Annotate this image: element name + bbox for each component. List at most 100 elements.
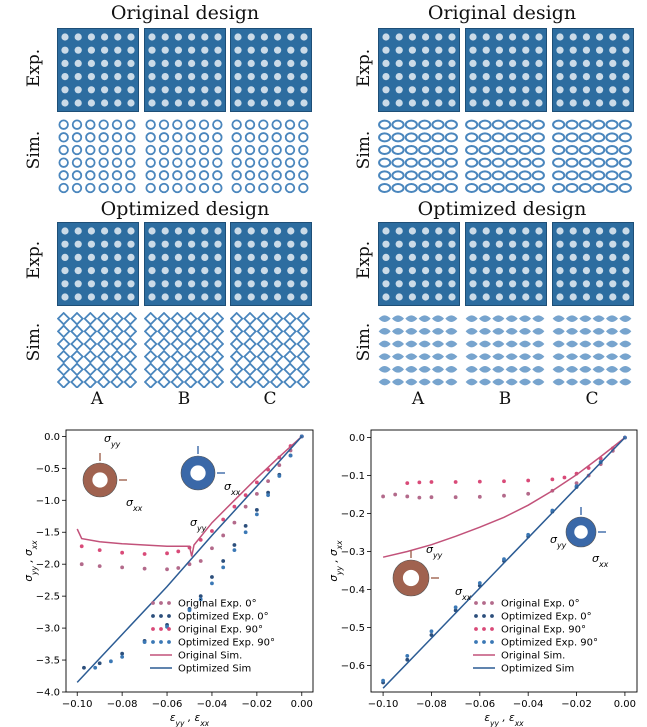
data-point xyxy=(429,495,434,500)
data-point xyxy=(221,517,226,522)
x-tick-label: −0.06 xyxy=(464,699,495,710)
series-line xyxy=(76,435,303,557)
data-point xyxy=(254,507,259,512)
plot-frame xyxy=(65,429,314,693)
stress-annotation: σxx xyxy=(224,480,241,497)
right-sim-orig-a xyxy=(378,119,458,193)
left-exp-label: Exp. xyxy=(24,48,44,88)
series-original-exp-90 xyxy=(79,434,304,556)
unit-cell-hole xyxy=(574,525,588,539)
data-point xyxy=(120,565,125,570)
legend-swatch xyxy=(167,614,171,618)
x-tick-label: 0.00 xyxy=(291,699,313,710)
data-point xyxy=(574,481,579,486)
legend: Original Exp. 0° Optimized Exp. 0° Origina… xyxy=(150,599,275,675)
right-photo-orig-a xyxy=(378,28,460,112)
y-tick-label: −1.0 xyxy=(36,496,60,507)
data-point xyxy=(210,529,214,533)
unit-cell-hole xyxy=(92,472,108,488)
right-sim-label-2: Sim. xyxy=(354,322,374,362)
y-tick-label: −0.4 xyxy=(341,585,365,596)
right-sim-label: Sim. xyxy=(354,130,374,170)
y-tick-label: −1.5 xyxy=(36,528,60,539)
data-point xyxy=(243,504,248,509)
data-point xyxy=(562,475,567,480)
data-point xyxy=(254,512,259,517)
y-tick-label: −2.0 xyxy=(36,560,60,571)
left-photo-opt-a xyxy=(57,222,139,306)
legend-swatch xyxy=(167,627,171,631)
photo-pattern xyxy=(556,33,630,107)
photo-pattern xyxy=(148,33,222,107)
data-point xyxy=(381,494,385,499)
data-point xyxy=(393,492,398,497)
legend-swatch xyxy=(490,627,494,631)
data-point xyxy=(221,559,226,563)
y-tick-label: −3.0 xyxy=(36,624,60,635)
data-point xyxy=(79,562,84,567)
series-original-exp-90 xyxy=(405,435,627,486)
stress-annotation: σxx xyxy=(455,585,472,602)
data-point xyxy=(232,543,237,547)
right-photo-opt-c xyxy=(552,222,634,306)
photo-pattern xyxy=(61,227,135,301)
data-point xyxy=(477,479,482,484)
data-point xyxy=(526,532,531,537)
right-col-c: C xyxy=(585,389,599,409)
legend-swatch xyxy=(482,640,486,644)
data-point xyxy=(232,520,237,525)
legend-label: Optimized Sim xyxy=(178,664,251,675)
legend-label: Original Exp. 90° xyxy=(178,625,263,636)
left-exp-label-2: Exp. xyxy=(24,240,44,280)
y-tick-label: −0.1 xyxy=(341,471,365,482)
data-point xyxy=(453,480,458,484)
left-sim-opt-a xyxy=(57,312,137,388)
y-tick-label: −0.5 xyxy=(341,623,365,634)
left-sim-orig-b xyxy=(145,119,223,194)
left-original-title: Original design xyxy=(110,2,260,24)
data-point xyxy=(277,463,282,468)
legend-swatch xyxy=(151,614,155,618)
data-point xyxy=(243,530,248,535)
series-original-sim xyxy=(382,437,626,558)
legend-swatch xyxy=(151,601,155,605)
data-point xyxy=(198,594,203,599)
data-point xyxy=(82,665,86,670)
data-point xyxy=(176,566,181,570)
data-point xyxy=(142,640,147,645)
right-photo-opt-a xyxy=(378,222,460,306)
y-tick-label: 0.0 xyxy=(44,432,60,443)
data-point xyxy=(405,494,410,499)
data-point xyxy=(405,657,410,662)
left-photo-orig-a xyxy=(57,28,139,112)
unit-cell-hole xyxy=(190,465,206,481)
photo-pattern xyxy=(148,227,222,301)
data-point xyxy=(142,552,147,556)
photo-pattern xyxy=(469,227,543,301)
photo-pattern xyxy=(61,33,135,107)
x-tick-label: −0.08 xyxy=(107,699,138,710)
legend-swatch xyxy=(474,614,478,618)
stress-annotation: σyy xyxy=(190,516,207,533)
left-photo-opt-c xyxy=(230,222,312,306)
legend-swatch xyxy=(490,640,494,644)
legend-swatch xyxy=(490,614,494,618)
stress-annotation: σyy xyxy=(104,432,121,449)
right-stress-strain-chart: −0.10 −0.08 −0.06 −0.04 −0.02 0.00 0.0 −0.1 −0.2… xyxy=(328,429,638,727)
data-point xyxy=(79,544,84,549)
y-tick-label: 0.0 xyxy=(349,433,365,444)
photo-pattern xyxy=(234,33,308,107)
data-point xyxy=(526,478,531,483)
unit-cell-hole xyxy=(402,569,420,587)
data-point xyxy=(526,491,531,496)
data-point xyxy=(417,495,422,500)
legend-label: Original Exp. 0° xyxy=(178,599,257,610)
left-col-a: A xyxy=(90,389,104,409)
data-point xyxy=(477,581,482,585)
x-tick-label: −0.04 xyxy=(513,699,544,710)
series-optimized-sim xyxy=(382,437,626,689)
left-sim-orig-c xyxy=(231,119,309,194)
photo-pattern xyxy=(382,33,456,107)
data-point xyxy=(176,549,181,554)
plot-frame xyxy=(370,429,638,693)
